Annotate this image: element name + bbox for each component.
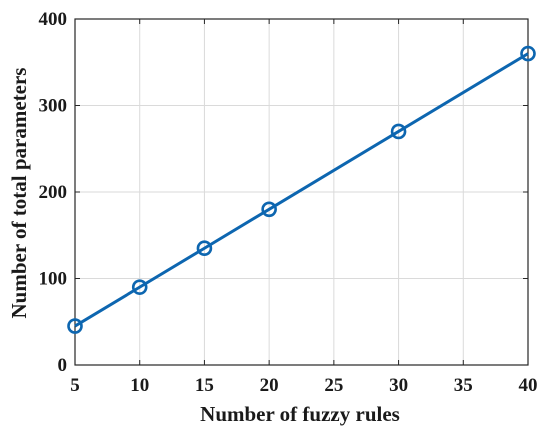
x-tick-label: 5 — [70, 375, 80, 396]
x-tick-label: 10 — [130, 375, 149, 396]
y-axis-title: Number of total parameters — [7, 68, 31, 319]
data-point — [390, 123, 407, 140]
series — [67, 45, 536, 334]
x-tick-label: 15 — [195, 375, 214, 396]
x-axis-title: Number of fuzzy rules — [200, 402, 400, 426]
y-tick-label: 300 — [39, 96, 68, 117]
y-tick-label: 200 — [39, 182, 68, 203]
x-tick-label: 25 — [324, 375, 343, 396]
axes — [74, 18, 529, 366]
y-tick-label: 400 — [39, 9, 68, 30]
x-tick-label: 40 — [519, 375, 538, 396]
x-tick-label: 20 — [260, 375, 279, 396]
y-tick-label: 0 — [58, 355, 68, 376]
x-tick-label: 30 — [389, 375, 408, 396]
data-point — [131, 279, 148, 295]
x-tick-label: 35 — [454, 375, 473, 396]
data-point — [196, 240, 213, 257]
data-point — [261, 201, 277, 218]
data-point — [520, 45, 536, 62]
y-tick-label: 100 — [39, 269, 68, 290]
series-line — [74, 52, 529, 328]
data-point — [67, 318, 83, 334]
